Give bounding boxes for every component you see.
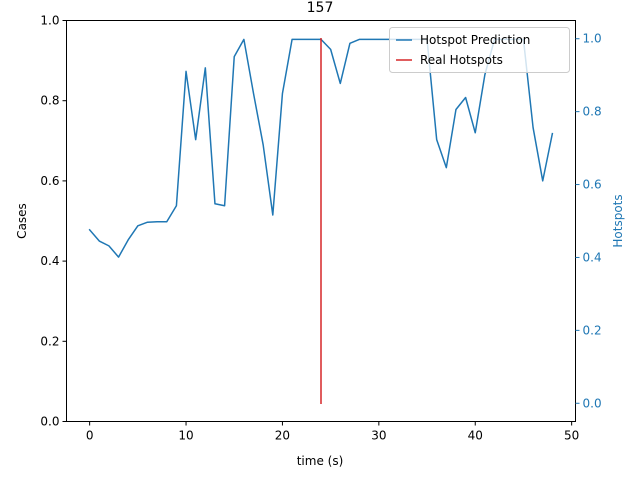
y-tick-label: 0.4 — [40, 254, 59, 268]
legend-label-hotspot-prediction: Hotspot Prediction — [420, 33, 530, 47]
y-axis-right-title: Hotspots — [611, 194, 625, 247]
y-right-tick-label: 1.0 — [583, 32, 602, 46]
y-right-tick-label: 0.8 — [583, 105, 602, 119]
legend-label-real-hotspots: Real Hotspots — [420, 53, 503, 67]
y-right-tick-label: 0.0 — [583, 396, 602, 410]
x-axis-title: time (s) — [297, 454, 344, 468]
y-tick-label: 0.6 — [40, 174, 59, 188]
x-tick-label: 50 — [564, 429, 579, 443]
legend: Hotspot Prediction Real Hotspots — [389, 27, 570, 73]
y-axis-left: 0.0 0.2 0.4 0.6 0.8 1.0 — [40, 14, 67, 429]
x-tick-label: 40 — [468, 429, 483, 443]
y-right-tick-label: 0.4 — [583, 250, 602, 264]
y-axis-title: Cases — [15, 203, 29, 239]
x-tick-label: 20 — [275, 429, 290, 443]
x-tick-label: 10 — [178, 429, 193, 443]
series-layer — [88, 37, 554, 405]
plot-frame — [66, 20, 576, 422]
y-tick-label: 0.2 — [40, 334, 59, 348]
y-right-tick-label: 0.2 — [583, 323, 602, 337]
chart-title: 157 — [307, 0, 334, 16]
x-axis: 0 10 20 30 40 50 — [86, 421, 579, 443]
x-tick-label: 0 — [86, 429, 94, 443]
x-tick-label: 30 — [371, 429, 386, 443]
y-tick-label: 1.0 — [40, 14, 59, 28]
y-axis-right: 0.0 0.2 0.4 0.6 0.8 1.0 — [575, 32, 602, 410]
legend-box — [389, 27, 570, 73]
y-tick-label: 0.0 — [40, 415, 59, 429]
y-tick-label: 0.8 — [40, 94, 59, 108]
y-right-tick-label: 0.6 — [583, 178, 602, 192]
